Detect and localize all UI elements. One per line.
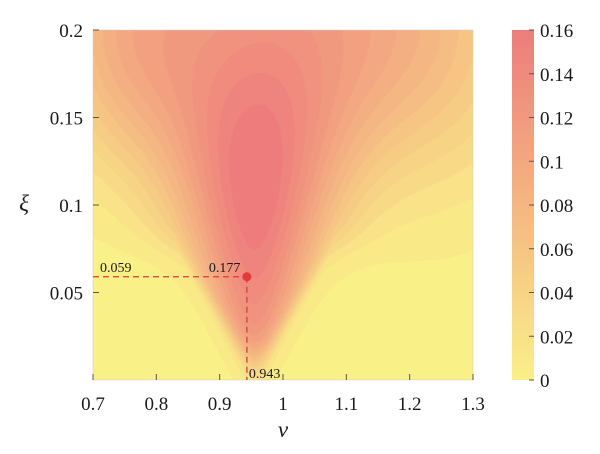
annotation-point [242,272,252,282]
colorbar: 0 0.02 0.04 0.06 0.08 0.1 0.12 0.14 0.16 [512,21,574,392]
y-tick-label: 0.1 [59,196,83,217]
y-tick-label: 0.2 [59,21,83,42]
colorbar-tick-label: 0.16 [540,21,573,42]
y-axis-label: ξ [19,191,29,216]
colorbar-gradient [512,30,534,380]
annotation-y-value: 0.059 [100,261,132,276]
y-tick-label: 0.05 [50,284,83,305]
annotation [93,272,252,380]
x-tick-label: 1.3 [461,394,485,415]
y-tick-label: 0.15 [50,109,83,130]
x-tick-label: 1.1 [334,394,358,415]
colorbar-tick-label: 0.04 [540,284,574,305]
y-axis-ticks: 0.05 0.1 0.15 0.2 [50,21,99,305]
x-tick-label: 0.9 [208,394,232,415]
plot-area [92,29,474,381]
x-tick-label: 1.2 [398,394,422,415]
annotation-x-value: 0.943 [249,367,281,382]
colorbar-tick-label: 0 [540,371,550,392]
colorbar-tick-label: 0.1 [540,152,564,173]
contour-surface [93,30,473,380]
x-tick-label: 0.7 [81,394,105,415]
x-tick-label: 1 [278,394,288,415]
x-tick-label: 0.8 [144,394,168,415]
colorbar-tick-label: 0.06 [540,240,573,261]
colorbar-tick-label: 0.12 [540,109,573,130]
x-axis-label: ν [278,417,289,442]
colorbar-tick-label: 0.08 [540,196,573,217]
x-axis-ticks: 0.7 0.8 0.9 1 1.1 1.2 1.3 [81,374,485,415]
annotation-peak-value: 0.177 [209,261,241,276]
colorbar-tick-label: 0.14 [540,65,574,86]
colorbar-tick-label: 0.02 [540,327,573,348]
colorbar-ticks: 0 0.02 0.04 0.06 0.08 0.1 0.12 0.14 0.16 [529,21,574,392]
